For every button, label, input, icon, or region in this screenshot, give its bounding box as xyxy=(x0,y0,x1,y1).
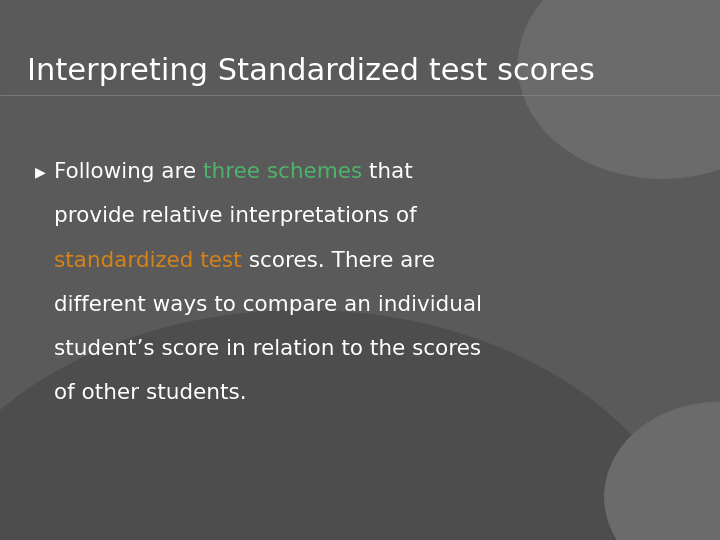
Ellipse shape xyxy=(0,310,698,540)
Text: Interpreting Standardized test scores: Interpreting Standardized test scores xyxy=(27,57,595,86)
Ellipse shape xyxy=(605,402,720,540)
Text: ▸: ▸ xyxy=(35,162,45,182)
Text: that: that xyxy=(362,162,413,182)
Text: scores. There are: scores. There are xyxy=(242,251,435,271)
Ellipse shape xyxy=(518,0,720,178)
Text: three schemes: three schemes xyxy=(203,162,362,182)
Text: standardized test: standardized test xyxy=(54,251,242,271)
Text: Following are: Following are xyxy=(54,162,203,182)
Text: different ways to compare an individual: different ways to compare an individual xyxy=(54,295,482,315)
Text: of other students.: of other students. xyxy=(54,383,247,403)
Text: student’s score in relation to the scores: student’s score in relation to the score… xyxy=(54,339,481,359)
Text: provide relative interpretations of: provide relative interpretations of xyxy=(54,206,417,226)
